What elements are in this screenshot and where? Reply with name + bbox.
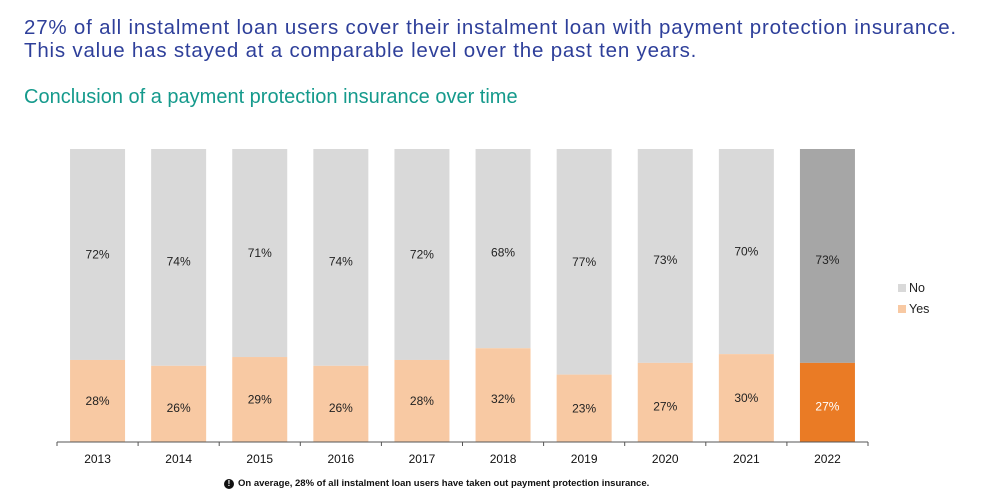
bar-yes-2016 — [313, 365, 369, 442]
bar-yes-2017 — [394, 359, 450, 442]
bar-yes-2020 — [637, 362, 693, 442]
bar-yes-2013 — [70, 359, 126, 442]
label-no-2016: 74% — [329, 254, 353, 268]
label-no-2013: 72% — [86, 247, 110, 261]
label-no-2014: 74% — [167, 254, 191, 268]
bar-no-2013 — [70, 149, 126, 360]
footnote: ! On average, 28% of all instalment loan… — [224, 478, 649, 489]
legend-swatch-no — [898, 283, 906, 292]
label-yes-2015: 29% — [248, 393, 272, 407]
x-tick-label-2019: 2019 — [571, 452, 598, 466]
bar-no-2017 — [394, 149, 450, 360]
chart-legend: No Yes — [898, 277, 929, 319]
label-yes-2013: 28% — [86, 394, 110, 408]
bar-yes-2014 — [151, 365, 207, 442]
label-yes-2020: 27% — [653, 399, 677, 413]
label-yes-2021: 30% — [734, 391, 758, 405]
x-tick-label-2014: 2014 — [165, 452, 192, 466]
bar-no-2014 — [151, 149, 207, 366]
legend-label-yes: Yes — [909, 301, 930, 316]
bar-yes-2021 — [718, 354, 774, 442]
x-tick-label-2017: 2017 — [409, 452, 436, 466]
bar-no-2015 — [232, 149, 288, 358]
label-no-2019: 77% — [572, 255, 596, 269]
bar-yes-2018 — [475, 348, 531, 442]
chart-subtitle: Conclusion of a payment protection insur… — [24, 86, 518, 108]
headline: 27% of all instalment loan users cover t… — [24, 16, 957, 62]
x-tick-label-2018: 2018 — [490, 452, 517, 466]
label-yes-2016: 26% — [329, 401, 353, 415]
label-yes-2019: 23% — [572, 401, 596, 415]
bar-no-2022 — [799, 149, 855, 363]
x-tick-label-2022: 2022 — [814, 452, 841, 466]
bar-no-2016 — [313, 149, 369, 366]
label-yes-2022: 27% — [815, 399, 839, 413]
info-icon: ! — [224, 478, 234, 489]
legend-item-yes: Yes — [898, 298, 929, 319]
label-no-2018: 68% — [491, 246, 515, 260]
x-tick-label-2016: 2016 — [327, 452, 354, 466]
label-no-2022: 73% — [815, 253, 839, 267]
x-tick-label-2021: 2021 — [733, 452, 760, 466]
bar-yes-2019 — [556, 374, 612, 442]
legend-label-no: No — [909, 280, 925, 295]
bar-yes-2022 — [799, 362, 855, 442]
label-no-2017: 72% — [410, 247, 434, 261]
label-no-2015: 71% — [248, 246, 272, 260]
label-yes-2017: 28% — [410, 394, 434, 408]
label-yes-2018: 32% — [491, 392, 515, 406]
bar-no-2018 — [475, 149, 531, 349]
legend-swatch-yes — [898, 304, 906, 313]
bar-no-2021 — [718, 149, 774, 355]
legend-item-no: No — [898, 277, 929, 298]
x-tick-label-2020: 2020 — [652, 452, 679, 466]
x-tick-label-2015: 2015 — [246, 452, 273, 466]
footnote-text: On average, 28% of all instalment loan u… — [238, 478, 650, 489]
x-tick-label-2013: 2013 — [84, 452, 111, 466]
bar-no-2020 — [637, 149, 693, 363]
bar-no-2019 — [556, 149, 612, 375]
label-yes-2014: 26% — [167, 401, 191, 415]
bar-yes-2015 — [232, 357, 288, 442]
label-no-2020: 73% — [653, 253, 677, 267]
label-no-2021: 70% — [734, 245, 758, 259]
